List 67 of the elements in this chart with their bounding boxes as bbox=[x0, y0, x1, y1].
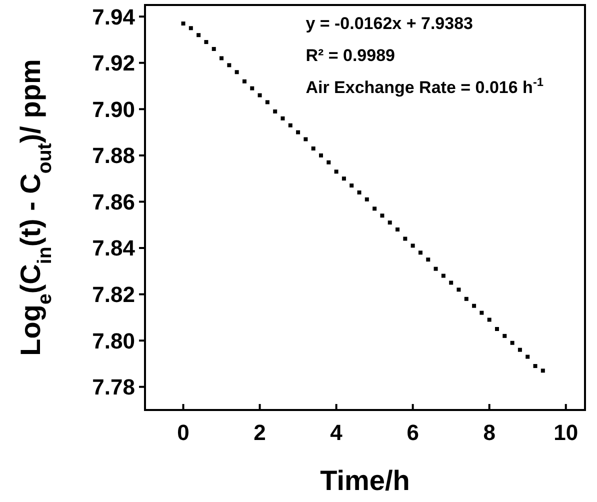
point bbox=[380, 214, 384, 218]
point bbox=[472, 304, 476, 308]
y-tick-label: 7.86 bbox=[92, 189, 135, 214]
x-tick-label: 8 bbox=[483, 420, 496, 445]
y-tick-label: 7.92 bbox=[92, 50, 135, 76]
point bbox=[510, 340, 514, 345]
point bbox=[220, 56, 224, 60]
point bbox=[372, 206, 377, 211]
y-tick-label: 7.78 bbox=[92, 374, 135, 400]
point bbox=[540, 368, 545, 373]
point bbox=[311, 146, 316, 150]
point bbox=[304, 137, 308, 142]
point bbox=[296, 130, 300, 134]
point bbox=[265, 100, 270, 104]
point bbox=[258, 93, 262, 98]
point bbox=[364, 197, 369, 202]
point bbox=[188, 26, 193, 30]
y-tick-label: 7.82 bbox=[92, 282, 135, 307]
point bbox=[357, 190, 362, 194]
point bbox=[196, 33, 201, 38]
point bbox=[526, 354, 530, 359]
point bbox=[434, 266, 438, 271]
point bbox=[480, 310, 484, 315]
y-tick-label: 7.88 bbox=[92, 143, 135, 168]
point bbox=[418, 250, 422, 255]
point bbox=[250, 86, 254, 90]
point bbox=[396, 227, 400, 232]
point bbox=[533, 364, 538, 368]
point bbox=[227, 63, 232, 68]
point bbox=[403, 236, 408, 241]
point bbox=[441, 274, 446, 278]
point bbox=[388, 220, 392, 225]
point bbox=[280, 116, 285, 120]
x-tick-label: 0 bbox=[177, 420, 190, 445]
x-tick-label: 6 bbox=[406, 420, 419, 445]
x-tick-label: 2 bbox=[254, 420, 266, 445]
x-tick-label: 4 bbox=[330, 420, 344, 445]
point bbox=[487, 318, 492, 322]
point bbox=[350, 184, 354, 188]
point bbox=[518, 348, 522, 352]
y-tick-label: 7.84 bbox=[92, 236, 136, 261]
point bbox=[464, 296, 468, 301]
y-tick-label: 7.80 bbox=[92, 328, 135, 354]
point bbox=[181, 22, 186, 26]
point bbox=[288, 123, 292, 128]
annotation: Air Exchange Rate = 0.016 h$^{-1}$ bbox=[306, 75, 544, 97]
y-tick-label: 7.94 bbox=[92, 4, 136, 30]
point bbox=[326, 160, 331, 164]
point bbox=[426, 258, 430, 262]
point bbox=[234, 70, 239, 74]
annotation: y = -0.0162x + 7.9383 bbox=[306, 14, 474, 33]
point bbox=[502, 334, 507, 338]
point bbox=[242, 79, 246, 84]
point bbox=[449, 280, 454, 285]
point bbox=[410, 244, 415, 248]
point bbox=[342, 176, 346, 181]
x-tick-label: 10 bbox=[554, 420, 578, 445]
annotation: R² = 0.9989 bbox=[306, 46, 396, 65]
point bbox=[456, 288, 461, 292]
x-axis-title: Time/h bbox=[320, 465, 410, 496]
y-tick-label: 7.90 bbox=[92, 96, 135, 122]
point bbox=[273, 109, 278, 114]
point bbox=[334, 170, 338, 174]
point bbox=[212, 46, 216, 51]
point bbox=[319, 153, 323, 158]
point bbox=[204, 40, 208, 44]
point bbox=[495, 327, 499, 331]
